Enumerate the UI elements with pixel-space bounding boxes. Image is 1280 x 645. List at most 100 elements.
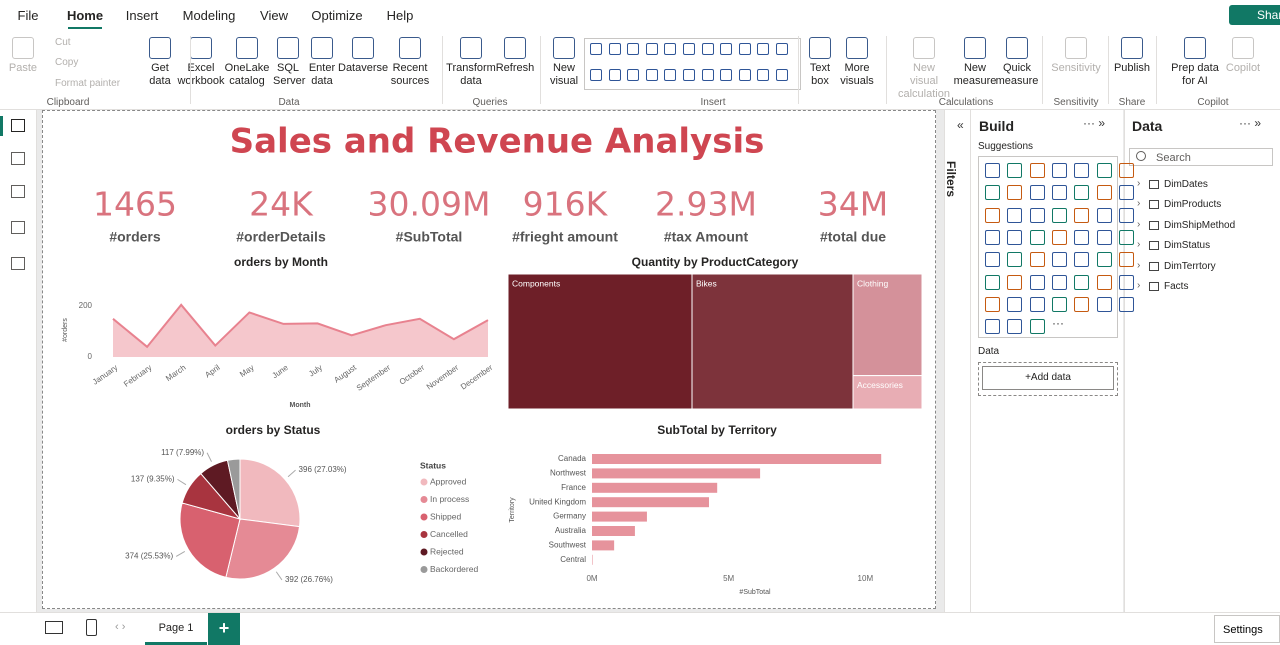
visual-icon[interactable] [664,43,677,55]
settings-button[interactable]: Settings [1214,615,1280,643]
ribbon-button[interactable]: New measure [953,37,997,88]
visual-icon[interactable] [1118,163,1134,178]
ribbon-button[interactable]: Transform data [446,37,496,88]
more-visuals[interactable]: ··· [1052,316,1064,330]
ribbon-button[interactable]: Dataverse [338,37,388,75]
visual-icon[interactable] [1096,185,1112,201]
visual-icon[interactable] [645,43,658,55]
table-name[interactable]: Facts [1164,281,1189,292]
ribbon-button[interactable]: New visual calculation [898,37,950,101]
visual-icon[interactable] [757,43,770,55]
visual-icon[interactable] [1118,207,1134,223]
visual-icon[interactable] [1096,207,1112,223]
ribbon-button[interactable]: New visual [547,37,581,88]
ribbon-button[interactable]: Publish [1110,37,1154,75]
table-name[interactable]: DimProducts [1164,199,1222,211]
visual-icon[interactable] [985,252,1000,268]
ribbon-button[interactable]: Copilot [1221,37,1265,75]
visual-icon[interactable] [1007,319,1023,335]
visual-icon[interactable] [608,69,621,81]
view-icon[interactable] [11,119,25,132]
visual-icon[interactable] [776,69,788,81]
table-name[interactable]: DimShipMethod [1164,219,1236,231]
visual-icon[interactable] [776,43,788,55]
ribbon-button[interactable]: Quick measure [995,37,1039,88]
menu-tab[interactable]: File [17,8,39,23]
visual-icon[interactable] [1096,229,1112,245]
ribbon-button[interactable]: Enter data [305,37,339,88]
visual-icon[interactable] [1074,296,1090,312]
visual-icon[interactable] [701,43,714,55]
menu-tab[interactable]: Help [386,8,414,23]
visual-icon[interactable] [1007,274,1023,290]
menu-tab[interactable]: Optimize [311,8,363,23]
visual-icon[interactable] [1029,207,1045,223]
visual-icon[interactable] [985,163,1000,178]
ribbon-button[interactable]: Prep data for AI [1165,37,1225,88]
visual-icon[interactable] [1029,296,1045,312]
visual-icon[interactable] [590,43,602,55]
visual-icon[interactable] [1074,229,1090,245]
filters-pane[interactable]: « Filters [944,110,970,612]
view-icon[interactable] [11,152,25,165]
visual-icon[interactable] [1051,229,1067,245]
ribbon-button[interactable]: OneLake catalog [224,37,270,88]
visual-icon[interactable] [645,69,658,81]
visual-icon[interactable] [1051,185,1067,201]
visual-icon[interactable] [1118,296,1134,312]
visual-icon[interactable] [627,43,640,55]
visual-icon[interactable] [1074,252,1090,268]
table-name[interactable]: DimStatus [1164,240,1211,252]
visual-icon[interactable] [1007,296,1023,312]
table-name[interactable]: DimTerrtory [1164,260,1216,272]
visual-icon[interactable] [1029,163,1045,178]
build-options[interactable]: ··· » [1083,116,1105,130]
visual-icon[interactable] [590,69,602,81]
visual-icon[interactable] [627,69,640,81]
visual-icon[interactable] [1051,163,1067,178]
ribbon-button[interactable]: Copy [41,56,78,69]
ribbon-button[interactable]: More visuals [837,37,877,88]
visual-icon[interactable] [701,69,714,81]
visual-icon[interactable] [1074,207,1090,223]
visual-icon[interactable] [985,296,1000,312]
visual-icon[interactable] [985,207,1000,223]
visual-icon[interactable] [1074,163,1090,178]
visual-icon[interactable] [1007,229,1023,245]
visual-icon[interactable] [1007,163,1023,178]
ribbon-button[interactable]: Format painter [41,77,120,90]
search-box[interactable]: Search [1129,148,1273,166]
visual-icon[interactable] [985,319,1000,335]
visual-icon[interactable] [720,69,733,81]
data-options[interactable]: ··· » [1239,116,1261,130]
ribbon-button[interactable]: Refresh [495,37,535,75]
menu-tab[interactable]: View [260,8,288,23]
visual-icon[interactable] [1074,274,1090,290]
visual-icon[interactable] [738,43,751,55]
visual-icon[interactable] [1051,274,1067,290]
visual-icon[interactable] [1051,296,1067,312]
visual-icon[interactable] [1118,229,1134,245]
visual-icon[interactable] [1029,229,1045,245]
ribbon-button[interactable]: Sensitivity [1048,37,1104,75]
visual-icon[interactable] [664,69,677,81]
visual-icon[interactable] [1029,252,1045,268]
visual-icon[interactable] [1118,274,1134,290]
visual-icon[interactable] [985,185,1000,201]
visual-icon[interactable] [985,229,1000,245]
visual-icon[interactable] [1096,252,1112,268]
visual-icon[interactable] [1029,274,1045,290]
add-page-button[interactable]: + [208,613,240,645]
ribbon-button[interactable]: Excel workbook [176,37,226,88]
visual-icon[interactable] [1029,319,1045,335]
visual-icon[interactable] [720,43,733,55]
visual-icon[interactable] [1118,252,1134,268]
visual-icon[interactable] [1029,185,1045,201]
visual-icon[interactable] [738,69,751,81]
visual-icon[interactable] [1051,207,1067,223]
view-icon[interactable] [11,221,25,234]
ribbon-button[interactable]: Get data [142,37,178,88]
visual-icon[interactable] [683,43,695,55]
view-icon[interactable] [11,257,25,270]
visual-icon[interactable] [1096,163,1112,178]
